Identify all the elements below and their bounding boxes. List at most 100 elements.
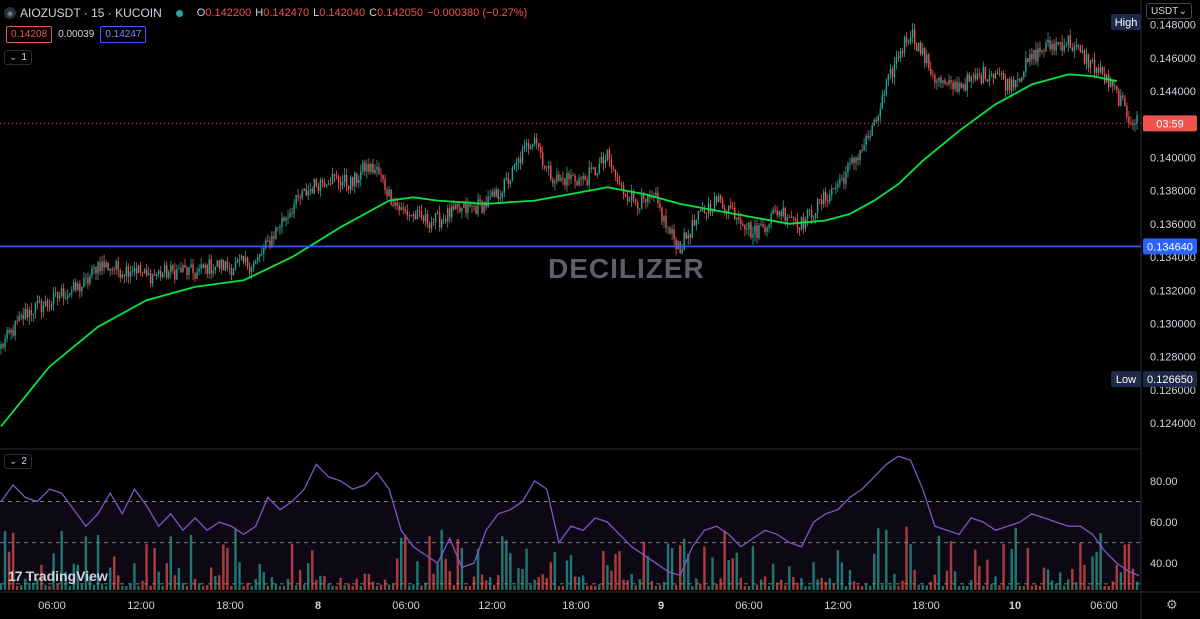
candle-body: [380, 174, 382, 176]
candle-body: [75, 282, 77, 290]
candle-body: [252, 263, 255, 268]
volume-bar: [549, 562, 553, 590]
candle-body: [151, 274, 154, 284]
buy-button[interactable]: 0.14247: [100, 26, 147, 43]
candle-body: [32, 313, 35, 315]
candle-body: [317, 186, 320, 192]
candle-body: [798, 227, 801, 230]
candle-body: [586, 180, 588, 185]
price-axis[interactable]: 0.124000 0.126000 0.128000 0.130000 0.132000…: [1111, 14, 1197, 570]
candle-body: [26, 308, 28, 318]
candle-body: [996, 73, 999, 75]
pane1-collapse-button[interactable]: ⌄ 1: [4, 50, 32, 65]
candle-body: [58, 296, 61, 299]
time-tick-label: 9: [658, 600, 664, 612]
low-label: Low: [1116, 374, 1136, 386]
candle-body: [786, 217, 789, 221]
candle-body: [550, 165, 552, 180]
symbol-title[interactable]: AIOZUSDT · 15 · KUCOIN: [20, 6, 162, 20]
candle-body: [186, 267, 188, 276]
volume-bar: [302, 584, 306, 590]
volume-bar: [541, 574, 544, 590]
candle-body: [291, 212, 293, 214]
volume-bar: [157, 571, 160, 590]
candle-body: [978, 73, 981, 76]
currency-select[interactable]: USDT ⌄: [1146, 3, 1192, 19]
chevron-down-icon: ⌄: [9, 456, 18, 467]
candle-body: [556, 174, 558, 182]
candle-body: [188, 267, 190, 276]
volume-bar: [412, 584, 415, 590]
volume-bar: [28, 582, 31, 590]
candle-body: [770, 213, 772, 225]
candle-body: [155, 274, 158, 276]
candle-body: [703, 208, 706, 213]
candle-body: [677, 241, 679, 250]
volume-bar: [319, 575, 322, 590]
candle-body: [44, 300, 47, 306]
sell-button[interactable]: 0.14208: [6, 26, 53, 43]
volume-bar: [501, 536, 504, 590]
time-axis[interactable]: 06:00 12:00 18:00 8 06:00 12:00 18:00 9 06:00 12:…: [0, 591, 1200, 612]
volume-bar: [165, 562, 168, 590]
candle-body: [667, 227, 669, 229]
candle-body: [1089, 60, 1092, 68]
candle-body: [467, 204, 469, 213]
candle-body: [1063, 45, 1065, 51]
candle-body: [267, 240, 269, 241]
volume-bar: [460, 547, 464, 590]
volume-bar: [1123, 544, 1127, 590]
volume-bar: [836, 550, 840, 590]
price-pane[interactable]: [0, 0, 1142, 619]
volume-bar: [214, 575, 217, 590]
candle-body: [275, 227, 277, 239]
candle-body: [210, 259, 212, 274]
volume-bar: [691, 585, 694, 590]
volume-bar: [1115, 564, 1118, 590]
candle-body: [1019, 78, 1021, 82]
candle-body: [620, 183, 623, 186]
candle-body: [117, 261, 119, 271]
chevron-down-icon: ⌄: [1178, 5, 1187, 17]
candle-body: [679, 241, 681, 254]
candle-body: [525, 143, 528, 146]
candle-body: [323, 182, 326, 187]
volume-bar: [864, 583, 868, 590]
volume-bar: [177, 567, 181, 590]
candle-body: [497, 189, 499, 199]
volume-bar: [464, 585, 468, 590]
candle-body: [285, 217, 287, 221]
candle-body: [131, 271, 134, 273]
candle-body: [812, 217, 815, 219]
candle-body: [133, 268, 136, 272]
candle-body: [83, 278, 85, 287]
candle-body: [934, 75, 936, 83]
candle-body: [727, 205, 730, 214]
candle-body: [960, 82, 962, 88]
time-tick-label: 12:00: [478, 600, 506, 612]
volume-bar: [937, 535, 941, 590]
candle-body: [475, 206, 477, 214]
oscillator-pane[interactable]: [0, 455, 1141, 590]
tradingview-logo[interactable]: 17 TradingView: [8, 568, 108, 584]
candle-body: [742, 223, 744, 226]
pane2-collapse-button[interactable]: ⌄ 2: [4, 454, 32, 469]
candle-body: [89, 276, 91, 284]
volume-bar: [36, 578, 39, 590]
candle-body: [465, 203, 467, 213]
candle-body: [663, 215, 665, 222]
gear-icon[interactable]: ⚙: [1166, 597, 1178, 612]
candle-body: [869, 135, 871, 138]
candle-body: [511, 167, 514, 181]
candle-body: [845, 171, 847, 184]
candle-body: [685, 232, 687, 239]
candle-body: [147, 273, 150, 276]
candle-body: [596, 173, 599, 176]
volume-bar: [1050, 580, 1054, 590]
candle-body: [560, 177, 562, 181]
high-label-box: [1111, 14, 1141, 30]
candle-body: [721, 200, 724, 208]
volume-bar: [961, 585, 965, 590]
time-tick-label: 12:00: [127, 600, 155, 612]
